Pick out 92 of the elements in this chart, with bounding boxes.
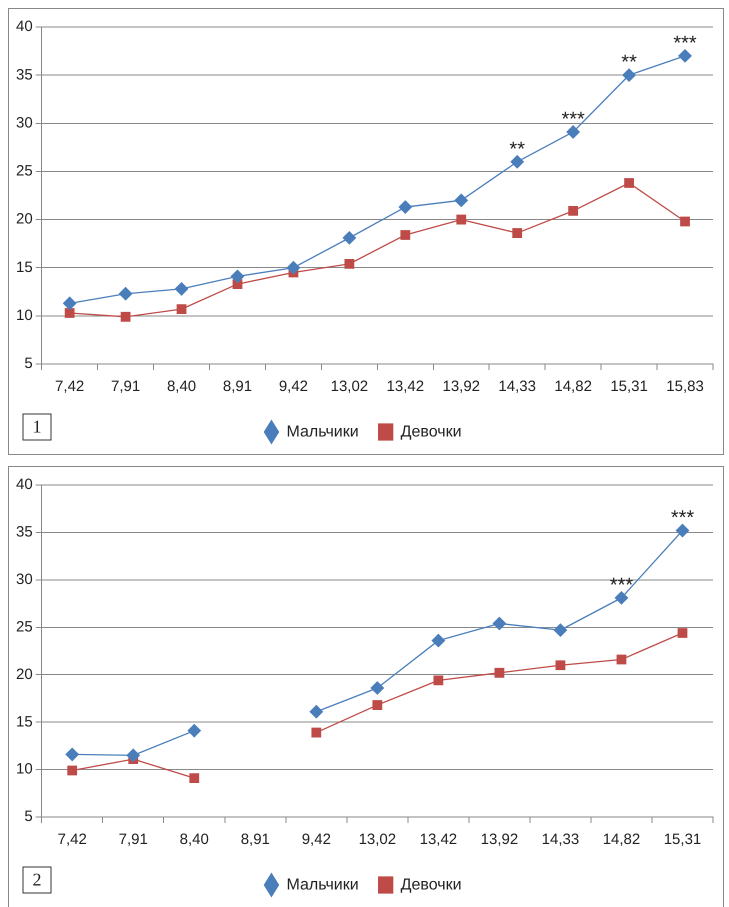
point xyxy=(510,155,524,168)
y-tick-label: 35 xyxy=(16,524,33,541)
point xyxy=(370,681,384,695)
point xyxy=(311,728,322,738)
annotation: *** xyxy=(670,507,694,530)
x-tick-label: 8,91 xyxy=(222,378,252,396)
point xyxy=(126,748,140,762)
x-tick-label: 13,92 xyxy=(480,831,518,848)
x-tick-label: 13,42 xyxy=(386,378,424,396)
annotation: ** xyxy=(509,138,526,160)
point xyxy=(63,296,76,310)
point xyxy=(400,230,410,240)
point xyxy=(432,634,446,648)
point xyxy=(494,668,504,678)
y-tick-label: 25 xyxy=(16,618,33,636)
legend-label: Мальчики xyxy=(286,876,359,894)
annotation: *** xyxy=(673,32,697,54)
x-tick-label: 13,02 xyxy=(358,831,396,848)
point xyxy=(433,676,444,686)
y-tick-label: 15 xyxy=(16,258,33,276)
x-tick-label: 8,40 xyxy=(166,378,196,396)
point xyxy=(174,282,188,296)
x-tick-label: 15,31 xyxy=(610,378,648,396)
x-tick-label: 8,91 xyxy=(240,831,270,848)
y-tick-label: 40 xyxy=(16,18,33,36)
point xyxy=(678,628,688,638)
point xyxy=(554,623,568,637)
point xyxy=(372,700,382,710)
y-tick-label: 40 xyxy=(16,476,33,494)
y-tick-label: 35 xyxy=(16,66,33,84)
y-tick-label: 20 xyxy=(16,666,33,683)
y-tick-label: 20 xyxy=(16,210,33,228)
legend-label: Девочки xyxy=(400,423,462,440)
point xyxy=(188,724,201,738)
point xyxy=(512,228,522,238)
point xyxy=(680,216,690,226)
y-tick-label: 25 xyxy=(16,162,33,180)
x-tick-label: 13,92 xyxy=(442,378,480,396)
annotation: *** xyxy=(561,108,586,130)
point xyxy=(454,194,468,207)
point xyxy=(120,312,130,322)
x-tick-label: 7,91 xyxy=(118,831,148,848)
point xyxy=(118,287,132,300)
point xyxy=(344,258,354,269)
x-tick-label: 7,42 xyxy=(58,831,87,848)
y-tick-label: 10 xyxy=(16,760,33,778)
annotation: ** xyxy=(621,52,638,74)
x-tick-label: 7,91 xyxy=(110,378,140,396)
x-tick-label: 9,42 xyxy=(302,831,331,848)
point xyxy=(678,49,692,63)
point xyxy=(230,270,244,284)
legend-label: Девочки xyxy=(400,876,462,894)
point xyxy=(398,200,412,214)
x-tick-label: 14,33 xyxy=(498,378,536,396)
y-tick-label: 30 xyxy=(16,571,33,588)
x-tick-label: 13,02 xyxy=(330,378,368,396)
point xyxy=(676,524,690,538)
point xyxy=(342,231,356,245)
point xyxy=(176,304,186,314)
point xyxy=(492,616,506,630)
point xyxy=(456,214,466,224)
point xyxy=(64,308,75,318)
y-tick-label: 30 xyxy=(16,114,33,132)
point xyxy=(189,773,200,783)
text: 1 xyxy=(32,416,42,437)
point xyxy=(556,660,566,670)
point xyxy=(66,748,79,762)
point xyxy=(622,68,636,82)
x-tick-label: 13,42 xyxy=(420,831,458,848)
x-tick-label: 7,42 xyxy=(55,378,84,396)
annotation: *** xyxy=(610,574,634,596)
point xyxy=(67,766,78,776)
y-tick-label: 5 xyxy=(24,808,33,826)
x-tick-label: 9,42 xyxy=(278,378,308,396)
x-tick-label: 8,40 xyxy=(180,831,209,848)
x-tick-label: 14,82 xyxy=(602,831,640,848)
point xyxy=(614,591,628,605)
text: 2 xyxy=(32,870,42,890)
y-tick-label: 15 xyxy=(16,713,33,730)
point xyxy=(310,705,323,718)
point xyxy=(286,261,300,274)
x-tick-label: 15,83 xyxy=(666,378,704,396)
x-tick-label: 15,31 xyxy=(664,831,702,848)
y-tick-label: 10 xyxy=(16,307,33,324)
y-tick-label: 5 xyxy=(24,355,33,372)
x-tick-label: 14,33 xyxy=(542,831,580,848)
point xyxy=(616,654,626,664)
point xyxy=(568,206,578,216)
legend-label: Мальчики xyxy=(286,423,359,440)
point xyxy=(624,178,634,188)
x-tick-label: 14,82 xyxy=(554,378,592,396)
point xyxy=(566,125,580,139)
